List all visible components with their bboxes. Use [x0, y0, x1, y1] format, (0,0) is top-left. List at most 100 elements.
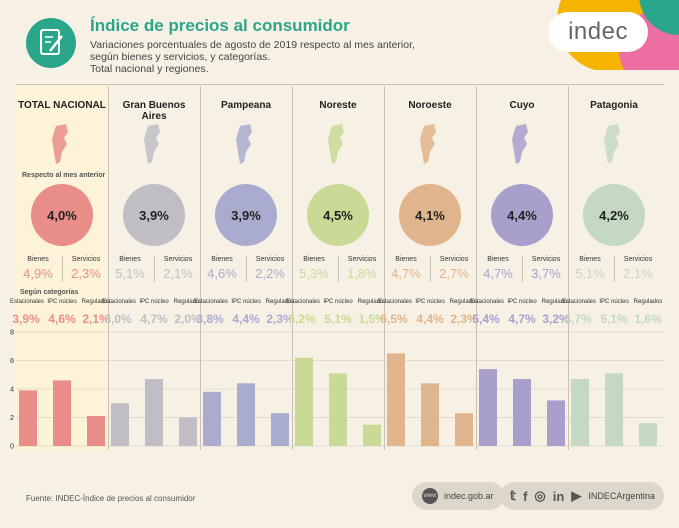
subtitle-line: Variaciones porcentuales de agosto de 20… — [90, 39, 415, 51]
bienes-label: Bienes — [27, 256, 49, 263]
source-note: Fuente: INDEC-Índice de precios al consu… — [26, 494, 196, 503]
y-tick-label: 8 — [10, 330, 14, 337]
bar-ipc-n-cleo — [145, 379, 163, 446]
region-name: Patagonia — [590, 100, 638, 111]
total-circle: 4,2% — [583, 184, 645, 246]
region-map-icon — [144, 124, 160, 164]
column-separator — [292, 86, 293, 450]
region-name: TOTAL NACIONAL — [18, 100, 106, 111]
linkedin-icon[interactable]: in — [552, 488, 565, 504]
y-tick-label: 2 — [10, 415, 14, 422]
category-label: Estacionales — [102, 299, 137, 305]
bienes-label: Bienes — [119, 256, 141, 263]
youtube-icon[interactable]: ▶ — [571, 488, 582, 503]
bar-ipc-n-cleo — [605, 373, 623, 446]
category-value: 4,7% — [564, 312, 592, 326]
bienes-value: 5,1% — [575, 266, 605, 281]
category-value: 1,6% — [634, 312, 662, 326]
region-name: Noroeste — [408, 100, 452, 111]
total-circle: 4,1% — [399, 184, 461, 246]
globe-icon: www — [422, 488, 438, 504]
total-circle: 4,4% — [491, 184, 553, 246]
bar-estacionales — [111, 403, 129, 446]
servicios-value: 3,7% — [531, 266, 561, 281]
servicios-value: 1,8% — [347, 266, 377, 281]
column-separator — [476, 86, 477, 450]
region-name: Pampeana — [220, 100, 272, 111]
bs-divider — [430, 256, 431, 282]
bar-ipc-n-cleo — [329, 373, 347, 446]
region-map-icon — [512, 124, 528, 164]
category-label: Regulados — [541, 299, 571, 305]
servicios-value: 2,1% — [623, 266, 653, 281]
category-label: IPC núcleo — [507, 299, 537, 305]
category-label: IPC núcleo — [415, 299, 445, 305]
category-value: 1,5% — [358, 312, 386, 326]
column-separator — [568, 86, 569, 450]
twitter-icon[interactable]: 𝕥 — [510, 488, 517, 503]
category-label: Estacionales — [10, 299, 45, 305]
category-value: 5,1% — [600, 312, 628, 326]
servicios-label: Servicios — [255, 256, 285, 263]
social-handle[interactable]: INDECArgentina — [588, 491, 655, 501]
category-label: Estacionales — [562, 299, 597, 305]
bienes-label: Bienes — [487, 256, 509, 263]
bs-divider — [62, 256, 63, 282]
y-tick-label: 0 — [10, 444, 14, 451]
bar-estacionales — [203, 391, 221, 446]
category-value: 3,2% — [542, 312, 570, 326]
servicios-label: Servicios — [347, 256, 377, 263]
bar-ipc-n-cleo — [513, 379, 531, 446]
category-label: IPC núcleo — [323, 299, 353, 305]
bar-regulados — [271, 413, 289, 446]
category-value: 3,0% — [104, 312, 132, 326]
bar-regulados — [87, 416, 105, 446]
page-subtitle: Variaciones porcentuales de agosto de 20… — [90, 39, 415, 75]
category-label: IPC núcleo — [599, 299, 629, 305]
bienes-label: Bienes — [211, 256, 233, 263]
social-links: 𝕥 f ◎ in ▶ INDECArgentina — [500, 482, 664, 510]
region-map-icon — [604, 124, 620, 164]
category-value: 4,4% — [416, 312, 444, 326]
website-link[interactable]: www indec.gob.ar — [412, 482, 504, 510]
category-value: 6,2% — [288, 312, 316, 326]
bar-regulados — [639, 423, 657, 446]
bienes-value: 5,3% — [299, 266, 329, 281]
servicios-label: Servicios — [163, 256, 193, 263]
category-label: Estacionales — [286, 299, 321, 305]
category-label: IPC núcleo — [231, 299, 261, 305]
bienes-value: 4,7% — [391, 266, 421, 281]
category-label: Estacionales — [378, 299, 413, 305]
category-value: 2,0% — [174, 312, 202, 326]
bienes-value: 4,7% — [483, 266, 513, 281]
category-label: IPC núcleo — [47, 299, 77, 305]
bar-ipc-n-cleo — [237, 383, 255, 446]
total-circle: 4,5% — [307, 184, 369, 246]
column-separator — [108, 86, 109, 450]
category-value: 4,7% — [508, 312, 536, 326]
page-title: Índice de precios al consumidor — [90, 16, 350, 35]
category-label: Regulados — [265, 299, 295, 305]
website-text: indec.gob.ar — [444, 491, 494, 501]
servicios-label: Servicios — [439, 256, 469, 263]
top-divider — [16, 84, 664, 85]
region-map-icon — [52, 124, 68, 164]
category-label: Estacionales — [194, 299, 229, 305]
instagram-icon[interactable]: ◎ — [534, 488, 546, 503]
region-map-icon — [236, 124, 252, 164]
servicios-label: Servicios — [623, 256, 653, 263]
respecto-label: Respecto al mes anterior — [22, 172, 106, 179]
bar-regulados — [179, 417, 197, 446]
facebook-icon[interactable]: f — [523, 488, 528, 504]
category-value: 2,1% — [82, 312, 110, 326]
indec-logo: indec — [548, 12, 648, 52]
category-label: IPC núcleo — [139, 299, 169, 305]
servicios-value: 2,3% — [71, 266, 101, 281]
total-circle: 4,0% — [31, 184, 93, 246]
bs-divider — [246, 256, 247, 282]
segun-categorias-label: Según categorías — [20, 289, 79, 296]
bs-divider — [614, 256, 615, 282]
category-label: Regulados — [357, 299, 387, 305]
bar-estacionales — [387, 353, 405, 446]
y-tick-label: 4 — [10, 387, 14, 394]
